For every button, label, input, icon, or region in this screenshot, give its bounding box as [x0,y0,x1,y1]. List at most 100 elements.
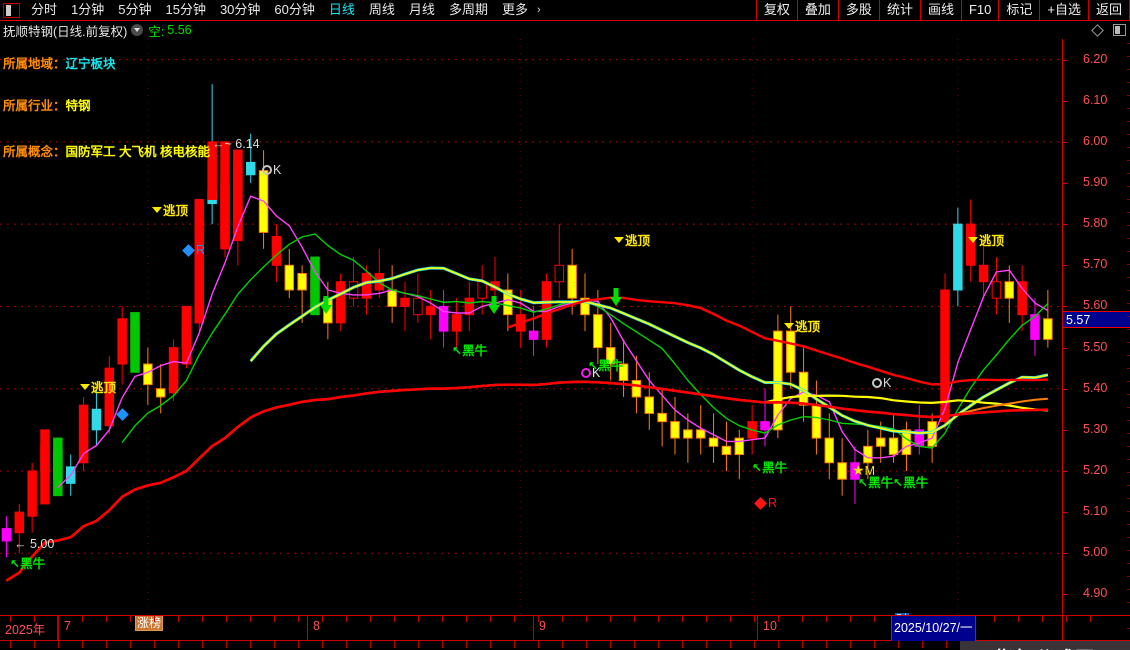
marker-diamond-blue [116,407,130,421]
panel-icon[interactable] [1113,24,1126,36]
period-tab-group: 分时 1分钟 5分钟 15分钟 30分钟 60分钟 日线 周线 月线 多周期 更… [0,0,548,21]
date-axis-tick [1042,616,1043,622]
price-axis-tick: 5.90 [1083,175,1108,189]
button-fuquan[interactable]: 复权 [755,0,798,20]
diamond-icon[interactable] [1091,23,1104,37]
bottom-strip-tick [874,641,875,648]
signal-taoding: 逃顶 [784,316,820,335]
marker-m: ★M [852,462,875,479]
marker-ok: K [581,366,600,380]
date-axis-tick [994,616,995,622]
tab-fenshi[interactable]: 分时 [31,1,58,17]
chevron-right-icon[interactable]: › [536,3,541,16]
marker-r-label: R [768,496,778,510]
tab-1min[interactable]: 1分钟 [71,1,105,17]
button-f10[interactable]: F10 [960,0,1000,20]
bottom-strip-tick [10,641,11,648]
axis-minor-tick [1127,498,1130,499]
panel-icon[interactable] [3,2,20,18]
chart-plot-area[interactable] [0,39,1062,615]
tab-30min[interactable]: 30分钟 [219,1,261,17]
marker-r-label: R [196,243,206,257]
bottom-strip-tick [778,641,779,648]
bottom-strip-tick [850,641,851,648]
axis-minor-tick [1127,420,1130,421]
axis-minor-tick [1127,264,1130,265]
marker-ok-label: K [592,366,601,380]
kline-chart[interactable]: 所属地域：辽宁板块 所属行业：特钢 所属概念：国防军工 大飞机 核电核能 ←~ … [0,39,1130,650]
signal-taoding: 逃顶 [614,230,650,249]
axis-minor-tick [1127,485,1130,486]
bottom-strip-tick [682,641,683,648]
bottom-strip-tick [106,641,107,648]
bottom-strip-tick [346,641,347,648]
axis-minor-tick [1127,407,1130,408]
date-axis[interactable]: 2025年 7 8 9 10 2025/10/27/一 [0,615,1130,641]
signal-taoding: 逃顶 [152,200,188,219]
tab-daily[interactable]: 日线 [328,1,355,17]
bottom-strip-tick [538,641,539,648]
axis-minor-tick [1127,160,1130,161]
date-axis-tick [226,616,227,622]
date-axis-tick [130,616,131,622]
price-axis[interactable]: 6.20 6.10 6.00 5.90 5.80 5.70 5.60 5.50 5.40 5.30… [1062,39,1130,650]
chevron-down-circle-icon[interactable] [131,24,144,36]
tab-monthly[interactable]: 月线 [408,1,435,17]
toolbar-actions: 复权 叠加 多股 统计 画线 F10 标记 +自选 返回 [755,0,1130,21]
tab-multi-period[interactable]: 多周期 [448,1,488,17]
date-axis-tick [466,616,467,622]
button-back[interactable]: 返回 [1087,0,1130,20]
button-diejia[interactable]: 叠加 [796,0,839,20]
price-axis-tick-mark [1063,306,1068,308]
bottom-strip-tick [250,641,251,648]
sector-region-value[interactable]: 辽宁板块 [65,57,116,71]
sector-concept-label: 所属概念： [3,145,66,159]
signal-taoding-label: 逃顶 [625,234,651,248]
price-axis-tick: 5.60 [1083,298,1108,313]
price-axis-tick: 4.90 [1083,586,1108,601]
axis-minor-tick [1127,394,1130,395]
peak-price-value: 6.14 [235,137,260,151]
tab-5min[interactable]: 5分钟 [118,1,152,17]
button-add-favorite[interactable]: +自选 [1039,0,1089,20]
signal-heiniu-label: 黑牛 [903,476,929,490]
position-value: 5.56 [167,23,192,37]
button-duogu[interactable]: 多股 [837,0,880,20]
sector-concept-row: 所属概念：国防军工 大飞机 核电核能 [3,141,210,160]
date-axis-tick [298,616,299,622]
button-tongji[interactable]: 统计 [878,0,921,20]
price-axis-tick: 6.10 [1083,92,1108,107]
date-axis-tick [610,616,611,622]
bottom-strip-tick [154,641,155,648]
sector-concept-value[interactable]: 国防军工 大飞机 核电核能 [65,145,210,159]
axis-minor-tick [1127,212,1130,213]
tab-60min[interactable]: 60分钟 [274,1,315,17]
price-axis-tick: 6.00 [1083,133,1108,148]
button-biaoji[interactable]: 标记 [998,0,1041,20]
axis-minor-tick [1127,290,1130,291]
date-axis-tick [442,616,443,622]
axis-minor-tick [1127,576,1130,577]
bottom-strip-tick [202,641,203,648]
tab-more[interactable]: 更多 [501,1,528,17]
low-price-label: ← 5.00 [14,537,54,551]
axis-minor-tick [1127,511,1130,512]
arrow-up-left-icon: ↖ [452,344,463,358]
bottom-strip-tick [730,641,731,648]
infobar-icons [1091,23,1130,37]
axis-minor-tick [1127,95,1130,96]
marker-r: R [754,496,778,510]
price-axis-tick: 5.00 [1083,545,1108,560]
arrow-up-left-icon: ↖ [10,557,21,571]
button-huaxian[interactable]: 画线 [919,0,962,20]
sector-industry-value[interactable]: 特钢 [65,99,91,113]
tab-15min[interactable]: 15分钟 [165,1,206,17]
date-axis-separator [533,616,534,641]
signal-heiniu-label: 黑牛 [598,359,624,373]
price-axis-tick: 6.20 [1083,51,1108,66]
signal-heiniu: ↖黑牛 [858,472,893,491]
arrow-up-left-icon: ↖ [588,359,599,373]
date-axis-tick [154,616,155,622]
axis-minor-tick [1127,121,1130,122]
tab-weekly[interactable]: 周线 [368,1,395,17]
